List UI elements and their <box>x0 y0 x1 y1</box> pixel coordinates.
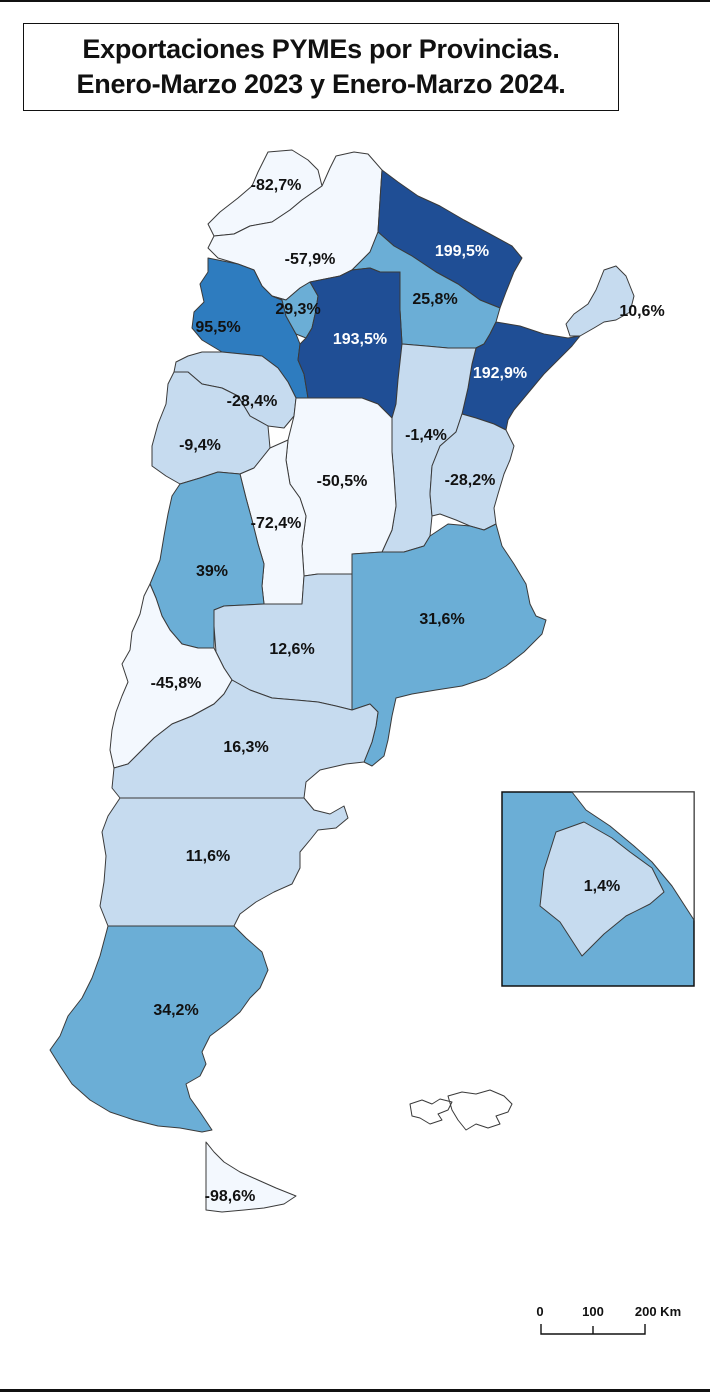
province-value-label-cordoba: -50,5% <box>317 473 368 490</box>
scale-label-0: 0 <box>536 1304 543 1319</box>
province-value-label-chubut: 11,6% <box>186 848 230 865</box>
province-value-label-santiago: 193,5% <box>333 331 387 348</box>
title-line-2: Enero-Marzo 2023 y Enero-Marzo 2024. <box>76 69 566 99</box>
province-value-label-buenos-aires: 31,6% <box>419 611 464 628</box>
province-value-label-santa-cruz: 34,2% <box>153 1002 198 1019</box>
province-value-label-formosa: 199,5% <box>435 243 489 260</box>
province-value-label-jujuy: -82,7% <box>251 177 302 194</box>
province-value-label-rio-negro: 16,3% <box>223 739 268 756</box>
province-value-label-san-juan: -9,4% <box>179 437 221 454</box>
bottom-border <box>0 1389 710 1392</box>
province-value-label-la-rioja: -28,4% <box>227 393 278 410</box>
provinces-layer <box>49 149 635 1213</box>
province-value-label-tucuman: 29,3% <box>275 301 320 318</box>
scale-bar: 0 100 200 Km <box>536 1304 681 1335</box>
province-value-label-misiones: 10,6% <box>619 303 664 320</box>
map-title: Exportaciones PYMEs por Provincias. Ener… <box>23 23 619 111</box>
province-buenos-aires <box>351 523 547 767</box>
labels-layer: -82,7% -57,9% 199,5% 25,8% 10,6% 95,5% 29,3% 19… <box>151 177 665 1205</box>
province-value-label-santa-fe: -1,4% <box>405 427 447 444</box>
province-value-label-neuquen: -45,8% <box>151 675 202 692</box>
province-value-label-chaco: 25,8% <box>412 291 457 308</box>
title-line-1: Exportaciones PYMEs por Provincias. <box>82 34 560 64</box>
province-value-label-corrientes: 192,9% <box>473 365 527 382</box>
province-chubut <box>99 797 349 927</box>
province-value-label-salta: -57,9% <box>285 251 336 268</box>
caba-inset-map: 1,4% <box>501 791 695 987</box>
province-misiones <box>565 265 635 337</box>
caba-value-label: 1,4% <box>584 878 620 895</box>
province-value-label-entre-rios: -28,2% <box>445 472 496 489</box>
province-value-label-la-pampa: 12,6% <box>269 641 314 658</box>
malvinas-islands <box>409 1089 513 1131</box>
top-border <box>0 0 710 2</box>
province-value-label-catamarca: 95,5% <box>195 319 240 336</box>
scale-label-100: 100 <box>582 1304 604 1319</box>
province-tierra-del-fuego <box>205 1141 297 1213</box>
province-santa-cruz <box>49 925 269 1133</box>
province-value-label-mendoza: 39% <box>196 563 228 580</box>
province-value-label-san-luis: -72,4% <box>251 515 302 532</box>
province-rio-negro <box>111 679 379 799</box>
scale-label-200: 200 Km <box>635 1304 681 1319</box>
province-value-label-tierra-del-fuego: -98,6% <box>205 1188 256 1205</box>
